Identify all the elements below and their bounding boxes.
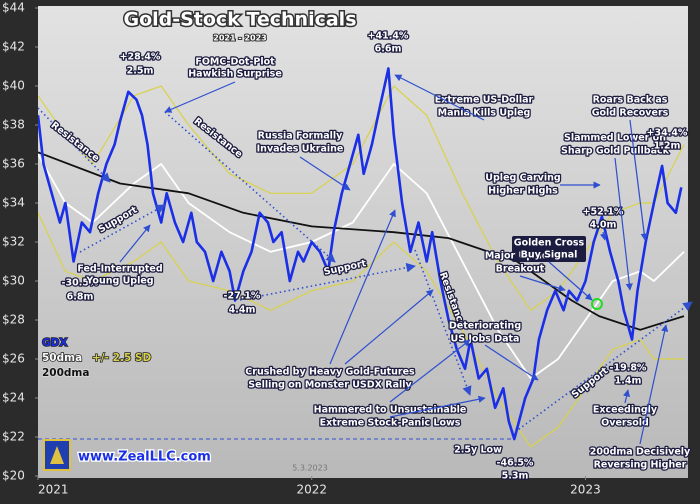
- annotation: +34.4%: [647, 128, 688, 139]
- arrow: [548, 261, 593, 301]
- legend-entry: +/- 2.5 SD: [92, 352, 151, 364]
- annotation: 6.6m: [375, 44, 402, 55]
- annotation: 4.0m: [590, 220, 617, 231]
- trend-line: [164, 111, 336, 263]
- callout-box: [512, 236, 586, 262]
- legend-entry: GDX: [42, 337, 67, 349]
- annotation: 1.2m: [654, 141, 681, 152]
- annotation: Hawkish Surprise: [188, 69, 282, 80]
- y-tick-label: $36: [2, 157, 25, 171]
- annotation: -46.5%: [497, 458, 534, 469]
- annotation: 4.4m: [229, 305, 256, 316]
- arrow: [623, 389, 631, 404]
- annotation: 5.3m: [502, 471, 529, 482]
- annotation: Sharp Gold Pullback: [561, 146, 670, 157]
- arrow: [299, 156, 351, 191]
- y-tick-label: $30: [2, 274, 25, 288]
- y-tick-label: $24: [2, 391, 25, 405]
- annotation: US Jobs Data: [451, 334, 520, 345]
- x-tick-label: 2023: [570, 483, 601, 497]
- annotation: Gold Recovers: [592, 108, 669, 119]
- annotation: Selling on Monster USDX Rally: [248, 380, 412, 391]
- y-tick-label: $34: [2, 196, 25, 210]
- annotation: -27.1%: [224, 291, 261, 302]
- y-tick-label: $40: [2, 79, 25, 93]
- series-line: [38, 67, 683, 441]
- annotation: Buy Signal: [521, 250, 578, 261]
- annotation: Higher Highs: [488, 186, 558, 197]
- annotation: Extreme US-Dollar: [435, 95, 534, 106]
- trend-line: [239, 262, 416, 301]
- annotation: 2.5m: [127, 66, 154, 77]
- y-tick-label: $28: [2, 313, 25, 327]
- annotation: Breakout: [496, 264, 545, 275]
- logo: [43, 439, 71, 471]
- chart-subtitle: 2021 - 2023: [213, 34, 266, 43]
- website: www.ZealLLC.com: [78, 450, 211, 465]
- arrow: [329, 209, 396, 365]
- y-tick-label: $26: [2, 352, 25, 366]
- trend-line: [514, 301, 693, 433]
- annotation: Crushed by Heavy Gold-Futures: [245, 367, 415, 378]
- x-tick-label: 2021: [38, 483, 69, 497]
- annotation: -19.8%: [610, 363, 647, 374]
- arrow: [614, 157, 633, 291]
- y-tick-label: $38: [2, 118, 25, 132]
- annotation: +41.4%: [368, 31, 409, 42]
- annotation: 6.8m: [67, 292, 94, 303]
- band-line: [38, 212, 684, 448]
- annotation: -30.5%: [62, 278, 99, 289]
- chart-title: Gold-Stock Technicals: [123, 9, 356, 31]
- annotation: +52.1%: [583, 207, 624, 218]
- chart-date: 5.3.2023: [292, 464, 328, 473]
- arrow: [639, 324, 669, 445]
- annotation: Roars Back as: [593, 95, 668, 106]
- annotation: Fed-Interrupted: [77, 264, 162, 275]
- arrow: [599, 231, 607, 241]
- annotation: FOMC-Dot-Plot: [195, 57, 275, 68]
- arrow: [519, 275, 566, 292]
- arrow: [164, 81, 236, 113]
- annotation: Upleg Carving: [485, 173, 560, 184]
- arrow: [389, 395, 486, 418]
- arrow: [629, 119, 648, 241]
- golden-cross-marker: [591, 298, 603, 310]
- annotation: 2.5y Low: [454, 445, 502, 456]
- series-line: [38, 153, 685, 380]
- y-tick-label: $22: [2, 430, 25, 444]
- y-tick-label: $42: [2, 40, 25, 54]
- trend-line: [37, 107, 111, 183]
- annotation: Extreme Stock-Panic Lows: [320, 418, 461, 429]
- legend-entry: 200dma: [42, 367, 89, 379]
- annotation: Oversold: [601, 418, 649, 429]
- arrow: [394, 74, 485, 121]
- legend-entry: 50dma: [42, 352, 82, 364]
- annotation: Exceedingly: [593, 405, 658, 416]
- y-tick-label: $20: [2, 469, 25, 483]
- annotation: Young Upleg: [85, 276, 153, 287]
- x-tick-label: 2022: [296, 483, 327, 497]
- annotation: Golden Cross: [514, 238, 585, 249]
- annotation: Hammered to Unsustainable: [314, 405, 467, 416]
- y-tick-label: $32: [2, 235, 25, 249]
- annotation: Mania Kills Upleg: [438, 108, 531, 119]
- logo-mark: [50, 446, 64, 464]
- annotation: 200dma Decisively: [590, 447, 691, 458]
- y-tick-label: $44: [2, 1, 25, 15]
- arrow: [484, 344, 539, 381]
- arrow: [389, 339, 471, 403]
- annotation: Deteriorating: [449, 321, 521, 332]
- annotation: Invades Ukraine: [257, 144, 344, 155]
- annotation: Major Upside: [485, 251, 555, 262]
- annotation: +28.4%: [120, 52, 161, 63]
- arrow: [344, 289, 434, 365]
- annotation: Slammed Lower on: [564, 133, 666, 144]
- arrow: [119, 224, 151, 263]
- trend-line: [414, 249, 472, 396]
- annotation: Reversing Higher: [594, 460, 687, 471]
- annotation: 1.4m: [615, 376, 642, 387]
- annotation: Russia Formally: [258, 131, 344, 142]
